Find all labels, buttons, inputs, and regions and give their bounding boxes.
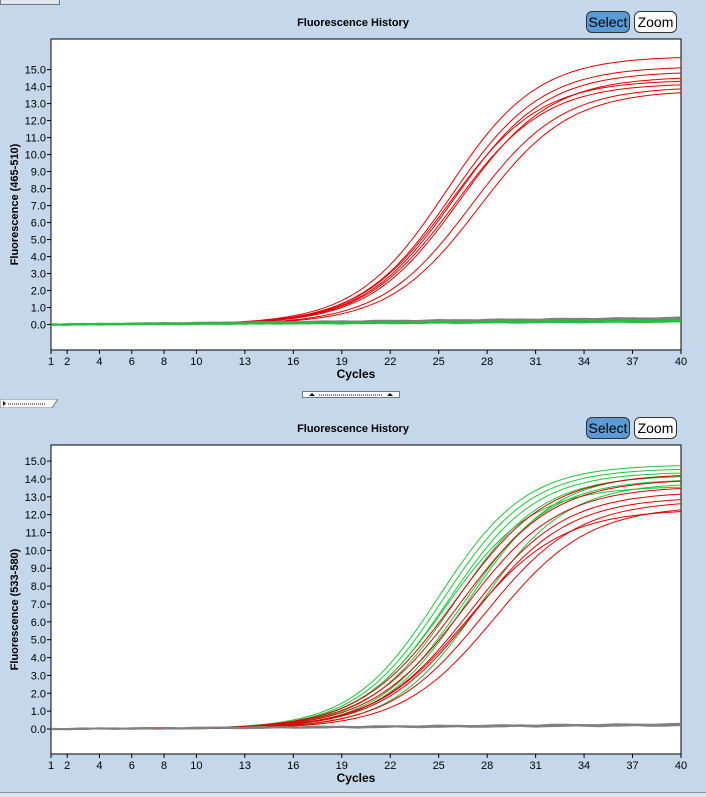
chart-title-top: Fluorescence History [297, 17, 409, 29]
x-tick-label: 4 [96, 356, 102, 368]
x-tick-label: 28 [481, 356, 493, 368]
y-tick-label: 14.0 [25, 474, 46, 486]
x-tick-label: 34 [578, 356, 590, 368]
zoom-button-top[interactable]: Zoom [634, 11, 677, 33]
series-line-gray [51, 722, 681, 731]
x-tick-label: 22 [384, 760, 396, 772]
select-button-top[interactable]: Select [586, 11, 630, 33]
y-tick-label: 8.0 [31, 581, 46, 593]
x-tick-label: 10 [190, 356, 202, 368]
x-tick-label: 13 [239, 356, 251, 368]
y-tick-label: 6.0 [31, 617, 46, 629]
y-tick-label: 7.0 [31, 599, 46, 611]
panel-splitter-handle[interactable] [302, 391, 400, 398]
y-tick-label: 15.0 [25, 456, 46, 468]
x-axis-label: Cycles [337, 367, 376, 381]
y-tick-label: 10.0 [25, 150, 46, 162]
y-tick-label: 14.0 [25, 82, 46, 94]
x-tick-label: 1 [48, 760, 54, 772]
y-tick-label: 11.0 [25, 528, 46, 540]
x-tick-label: 22 [384, 356, 396, 368]
y-tick-label: 6.0 [31, 218, 46, 230]
x-tick-label: 16 [287, 760, 299, 772]
y-axis-label: Fluorescence (533-580) [9, 548, 21, 670]
splitter-grip-icon [309, 393, 393, 396]
x-tick-label: 19 [336, 760, 348, 772]
y-tick-label: 0.0 [31, 724, 46, 736]
x-tick-label: 16 [287, 356, 299, 368]
y-tick-label: 8.0 [31, 184, 46, 196]
y-tick-label: 13.0 [25, 492, 46, 504]
collapse-tab-icon[interactable] [0, 399, 58, 408]
x-tick-label: 25 [433, 356, 445, 368]
x-tick-label: 19 [336, 356, 348, 368]
x-tick-label: 2 [64, 760, 70, 772]
x-tick-label: 34 [578, 760, 590, 772]
y-tick-label: 4.0 [31, 653, 46, 665]
y-tick-label: 3.0 [31, 670, 46, 682]
x-tick-label: 1 [48, 356, 54, 368]
x-tick-label: 4 [96, 760, 102, 772]
series-line-green [51, 320, 681, 326]
x-axis-label: Cycles [337, 771, 376, 785]
y-tick-label: 9.0 [31, 563, 46, 575]
y-tick-label: 7.0 [31, 201, 46, 213]
plot-area[interactable] [50, 38, 682, 351]
x-tick-label: 10 [190, 760, 202, 772]
y-tick-label: 4.0 [31, 252, 46, 264]
x-tick-label: 31 [529, 356, 541, 368]
x-tick-label: 6 [129, 760, 135, 772]
y-tick-label: 5.0 [31, 235, 46, 247]
x-tick-label: 25 [433, 760, 445, 772]
chart-bottom-svg: 0.01.02.03.04.05.06.07.08.09.010.011.012… [9, 444, 687, 785]
y-tick-label: 10.0 [25, 545, 46, 557]
y-axis-label: Fluorescence (465-510) [9, 143, 21, 265]
x-tick-label: 13 [239, 760, 251, 772]
y-tick-label: 13.0 [25, 99, 46, 111]
x-tick-label: 40 [675, 356, 687, 368]
x-tick-label: 37 [626, 760, 638, 772]
x-tick-label: 6 [129, 356, 135, 368]
x-tick-label: 8 [161, 760, 167, 772]
y-tick-label: 2.0 [31, 688, 46, 700]
y-tick-label: 9.0 [31, 167, 46, 179]
y-tick-label: 1.0 [31, 706, 46, 718]
y-tick-label: 12.0 [25, 116, 46, 128]
x-tick-label: 28 [481, 760, 493, 772]
chart-title-bottom: Fluorescence History [297, 423, 409, 435]
chart-panel-bottom: 0.0 1.0 2.0 3.0 4.0 5.0 6.0 7.0 8.0 9.0 10.0 11.0 12… [0, 410, 706, 796]
x-tick-label: 8 [161, 356, 167, 368]
x-tick-label: 40 [675, 760, 687, 772]
chart-panel-top: 0.0 1.0 2.0 3.0 4.0 5.0 6.0 7.0 8.0 9.0 10.0 11.0 12… [0, 0, 706, 392]
chart-top-svg: 0.01.02.03.04.05.06.07.08.09.010.011.012… [9, 38, 687, 381]
y-tick-label: 3.0 [31, 269, 46, 281]
zoom-button-bottom[interactable]: Zoom [634, 417, 677, 439]
y-tick-label: 12.0 [25, 510, 46, 522]
y-tick-label: 0.0 [31, 320, 46, 332]
x-tick-label: 37 [626, 356, 638, 368]
y-tick-label: 1.0 [31, 303, 46, 315]
x-tick-label: 31 [529, 760, 541, 772]
y-tick-label: 15.0 [25, 65, 46, 77]
x-tick-label: 2 [64, 356, 70, 368]
top-tab-strip [0, 0, 60, 5]
y-tick-label: 11.0 [25, 133, 46, 145]
y-tick-label: 5.0 [31, 635, 46, 647]
bottom-status-bar [0, 792, 706, 797]
y-tick-label: 2.0 [31, 286, 46, 298]
select-button-bottom[interactable]: Select [586, 417, 630, 439]
